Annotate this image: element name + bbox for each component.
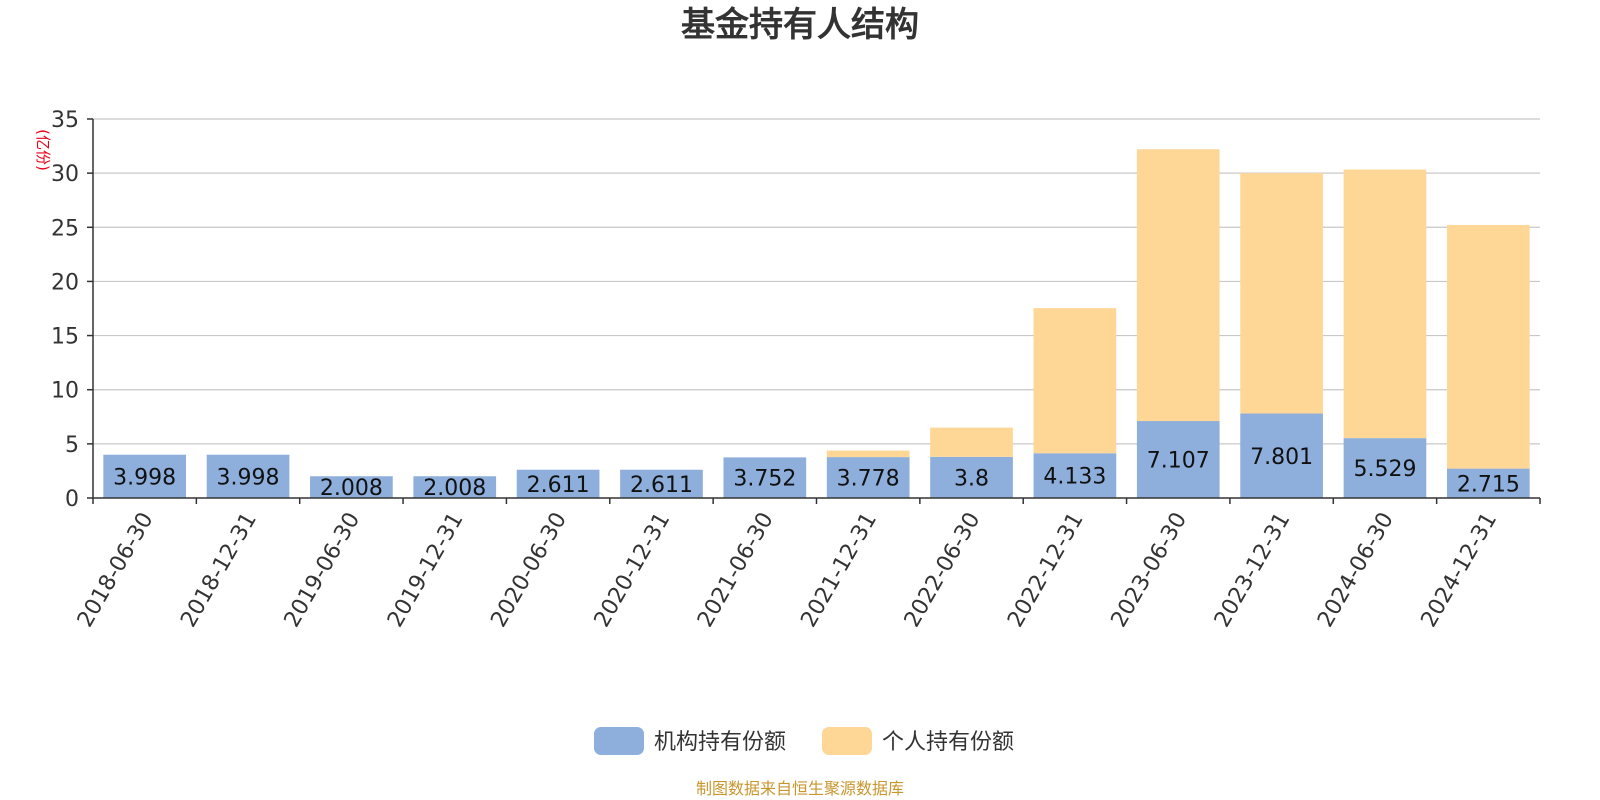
bars [103, 149, 1530, 498]
bar-value-label: 7.107 [1147, 449, 1210, 474]
y-tick-label: 20 [51, 270, 79, 295]
legend-label: 机构持有份额 [654, 730, 786, 755]
y-tick-label: 35 [51, 108, 79, 133]
bar-institution [723, 457, 807, 498]
bar-institution [310, 476, 393, 498]
y-tick-label: 25 [51, 216, 79, 241]
y-tick-label: 5 [65, 433, 79, 458]
y-tick-label: 15 [51, 325, 79, 350]
x-tick-label: 2022-12-31 [1003, 508, 1089, 631]
x-tick-label: 2021-06-30 [693, 508, 779, 631]
x-tick-label: 2023-12-31 [1210, 508, 1296, 631]
bar-value-label: 3.752 [733, 467, 796, 492]
bar-value-label: 2.715 [1457, 472, 1520, 497]
bar-institution [206, 454, 290, 498]
bar-institution [1033, 453, 1117, 498]
legend: 机构持有份额 个人持有份额 [594, 727, 1014, 755]
x-tick-label: 2020-06-30 [486, 508, 572, 631]
x-tick-label: 2018-06-30 [73, 508, 159, 631]
legend-swatch [594, 727, 644, 755]
x-tick-label: 2019-12-31 [383, 508, 469, 631]
x-tick-label: 2021-12-31 [796, 508, 882, 631]
bar-individual [1446, 224, 1530, 469]
bar-individual [930, 427, 1013, 457]
data-source-note: 制图数据来自恒生聚源数据库 [696, 779, 904, 798]
bar-individual [1240, 173, 1323, 414]
bar-individual [826, 450, 910, 458]
grid-lines [93, 118, 1540, 445]
y-tick-label: 30 [51, 162, 79, 187]
bar-institution [620, 469, 703, 498]
bar-value-label: 2.008 [320, 476, 383, 501]
bar-institution [516, 469, 600, 498]
bar-data-labels: 3.998 3.998 2.008 2.008 2.611 2.611 3.752 3.778… [113, 445, 1520, 501]
y-axis-unit-label: (亿份) [34, 129, 52, 171]
legend-swatch [822, 727, 872, 755]
x-tick-label: 2019-06-30 [280, 508, 366, 631]
bar-institution [930, 456, 1013, 498]
bar-institution [103, 454, 187, 498]
bar-value-label: 3.998 [217, 465, 280, 490]
bar-value-label: 4.133 [1043, 465, 1106, 490]
bar-institution [413, 476, 497, 498]
y-tick-label: 0 [65, 487, 79, 512]
bar-institution [1343, 438, 1427, 498]
bar-institution [1136, 421, 1220, 498]
bar-institution [1240, 413, 1323, 498]
x-tick-label: 2024-12-31 [1417, 508, 1503, 631]
x-tick-label: 2023-06-30 [1107, 508, 1193, 631]
bar-individual [1033, 308, 1117, 454]
x-tick-label: 2018-12-31 [176, 508, 262, 631]
x-tick-label: 2020-12-31 [590, 508, 676, 631]
bar-institution [826, 457, 910, 498]
bar-value-label: 3.8 [954, 466, 989, 491]
bar-institution [1446, 468, 1530, 498]
bar-value-label: 7.801 [1250, 445, 1313, 470]
bar-individual [1136, 149, 1220, 422]
bar-individual [1343, 169, 1427, 439]
bar-value-label: 2.611 [630, 473, 693, 498]
bar-value-label: 3.998 [113, 465, 176, 490]
chart-title: 基金持有人结构 [681, 5, 919, 45]
bar-value-label: 3.778 [837, 467, 900, 492]
bar-value-label: 2.611 [527, 473, 590, 498]
legend-label: 个人持有份额 [882, 730, 1014, 755]
x-tick-label: 2024-06-30 [1313, 508, 1399, 631]
y-tick-label: 10 [51, 379, 79, 404]
x-tick-label: 2022-06-30 [900, 508, 986, 631]
bar-value-label: 2.008 [423, 476, 486, 501]
bar-value-label: 5.529 [1353, 457, 1416, 482]
